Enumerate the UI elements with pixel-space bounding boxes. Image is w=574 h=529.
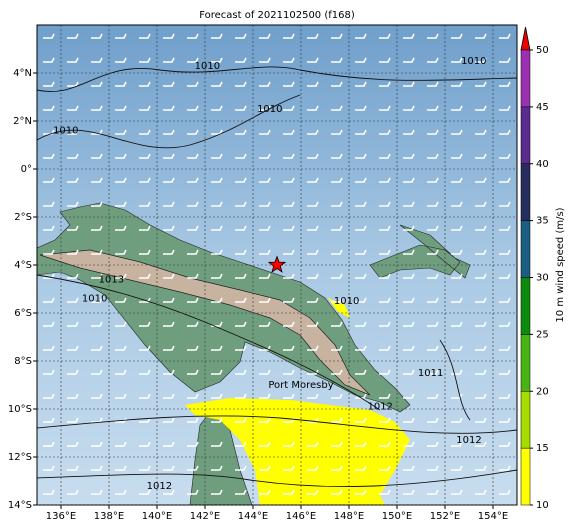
contour-label: 1012 [367,402,392,413]
contour-label: 1012 [147,481,172,492]
colorbar-tick-label: 45 [536,102,549,113]
title: Forecast of 2021102500 (f168) [199,10,355,21]
contour-label: 1011 [418,368,443,379]
station-marker [267,255,287,273]
place-label: Port Moresby [268,380,333,391]
colorbar-extend [520,26,531,51]
x-tick-label: 144°E [238,511,268,522]
x-tick-label: 138°E [94,511,124,522]
contour-label: 1010 [195,61,220,72]
x-tick-label: 148°E [334,511,364,522]
colorbar-segment [520,49,531,108]
contour-label: 1013 [99,274,124,285]
y-tick-label: 14°S [8,500,32,511]
colorbar-tick-label: 15 [536,443,549,454]
contour-label: 1010 [53,126,78,137]
contour-label: 1010 [82,294,107,305]
colorbar-segment [520,391,531,449]
colorbar-segment [520,447,531,506]
isobar [37,94,301,149]
colorbar-tick-label: 40 [536,159,549,170]
isobar [439,339,471,421]
isobar [37,66,517,92]
x-tick-label: 136°E [46,511,76,522]
y-tick-label: 2°S [14,212,32,223]
colorbar-segment [520,334,531,392]
colorbar-segment [520,220,531,278]
y-tick-label: 10°S [8,404,32,415]
y-tick-label: 4°S [14,260,32,271]
x-tick-label: 142°E [190,511,220,522]
colorbar-tick-label: 35 [536,216,549,227]
contour-label: 1010 [257,104,282,115]
contour-label: 1012 [456,435,481,446]
x-tick-label: 140°E [142,511,172,522]
x-tick-label: 150°E [382,511,412,522]
isobar [37,274,381,411]
y-tick-label: 6°S [14,308,32,319]
colorbar-tick-label: 30 [536,273,549,284]
y-tick-label: 0° [21,164,32,175]
y-tick-label: 8°S [14,356,32,367]
y-tick-label: 4°N [13,68,32,79]
contour-label: 1010 [461,56,486,67]
isobar [37,415,517,434]
x-tick-label: 146°E [286,511,316,522]
x-tick-label: 154°E [478,511,508,522]
colorbar-tick-label: 10 [536,500,549,511]
colorbar-segment [520,106,531,164]
colorbar-tick-label: 20 [536,386,549,397]
y-tick-label: 2°N [13,116,32,127]
colorbar-tick-label: 50 [536,45,549,56]
contour-label: 1010 [334,296,359,307]
colorbar-segment [520,277,531,335]
y-tick-label: 12°S [8,452,32,463]
colorbar-label: 10 m wind speed (m/s) [555,207,566,322]
isobar [37,469,517,488]
colorbar-tick-label: 25 [536,329,549,340]
colorbar-segment [520,163,531,221]
x-tick-label: 152°E [430,511,460,522]
